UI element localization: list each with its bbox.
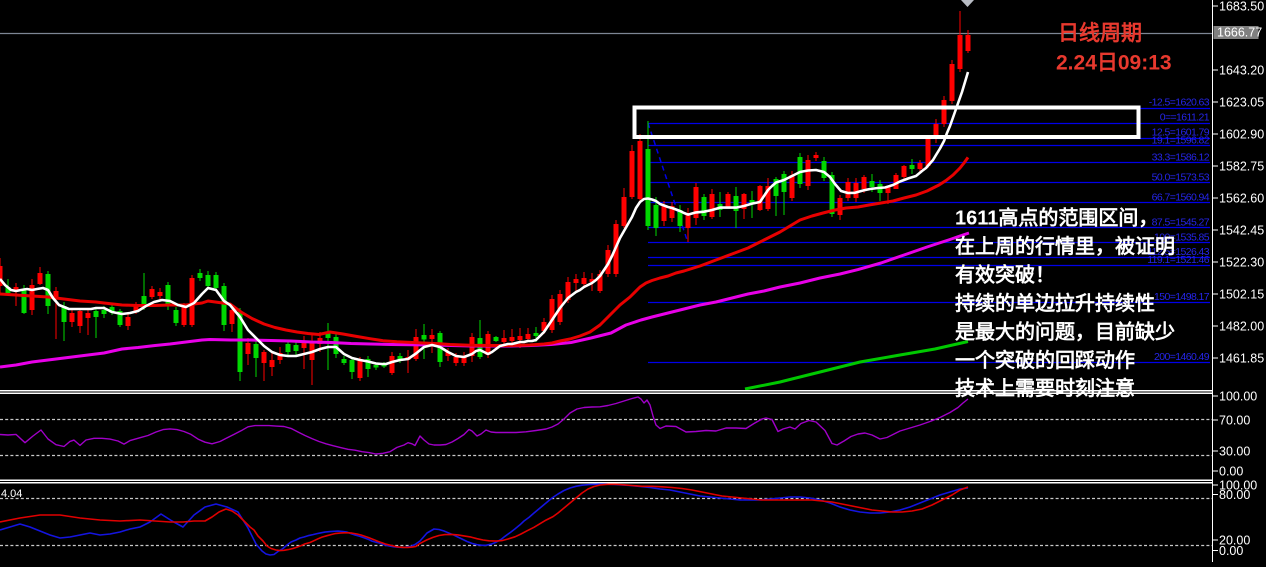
- svg-text:在上周的行情里，被证明: 在上周的行情里，被证明: [955, 234, 1175, 258]
- svg-text:50.0=1573.53: 50.0=1573.53: [1152, 171, 1210, 183]
- svg-text:1502.15: 1502.15: [1219, 288, 1264, 302]
- svg-text:4.04: 4.04: [1, 488, 22, 500]
- svg-text:19.1=1596.82: 19.1=1596.82: [1152, 134, 1210, 146]
- svg-text:20.00: 20.00: [1219, 534, 1250, 548]
- svg-text:1643.20: 1643.20: [1219, 64, 1264, 78]
- svg-text:100=1535.85: 100=1535.85: [1154, 231, 1210, 243]
- svg-text:1611高点的范围区间，: 1611高点的范围区间，: [955, 206, 1158, 230]
- svg-text:1461.85: 1461.85: [1219, 352, 1264, 366]
- svg-text:200=1460.49: 200=1460.49: [1154, 351, 1210, 363]
- svg-text:33.3=1586.12: 33.3=1586.12: [1152, 151, 1210, 163]
- svg-text:1623.05: 1623.05: [1219, 96, 1264, 110]
- svg-text:1522.30: 1522.30: [1219, 256, 1264, 270]
- svg-text:0.00: 0.00: [1219, 544, 1243, 558]
- svg-text:100.00: 100.00: [1219, 390, 1257, 404]
- svg-text:1482.00: 1482.00: [1219, 320, 1264, 334]
- svg-text:66.7=1560.94: 66.7=1560.94: [1152, 191, 1210, 203]
- svg-text:1542.45: 1542.45: [1219, 224, 1264, 238]
- svg-text:持续的单边拉升持续性: 持续的单边拉升持续性: [955, 291, 1155, 315]
- svg-text:12.5=1601.79: 12.5=1601.79: [1152, 127, 1210, 139]
- svg-text:150=1498.17: 150=1498.17: [1154, 291, 1210, 303]
- svg-text:80.00: 80.00: [1219, 488, 1250, 502]
- svg-text:1582.75: 1582.75: [1219, 160, 1264, 174]
- svg-text:2.24日09:13: 2.24日09:13: [1056, 52, 1172, 75]
- svg-text:日线周期: 日线周期: [1058, 21, 1142, 45]
- svg-text:87.5=1545.27: 87.5=1545.27: [1152, 216, 1210, 228]
- svg-text:1602.90: 1602.90: [1219, 128, 1264, 142]
- svg-text:-12.5=1620.63: -12.5=1620.63: [1149, 97, 1210, 109]
- svg-text:0.00: 0.00: [1219, 465, 1243, 479]
- svg-text:112.5=1526.43: 112.5=1526.43: [1147, 246, 1210, 258]
- svg-text:119.1=1521.46: 119.1=1521.46: [1147, 254, 1210, 266]
- svg-text:70.00: 70.00: [1219, 414, 1250, 428]
- svg-text:技术上需要时刻注意: 技术上需要时刻注意: [955, 376, 1135, 400]
- svg-text:1562.60: 1562.60: [1219, 192, 1264, 206]
- svg-text:30.00: 30.00: [1219, 445, 1250, 459]
- svg-text:有效突破！: 有效突破！: [955, 262, 1055, 286]
- svg-text:1666.77: 1666.77: [1217, 26, 1262, 40]
- svg-text:0==1611.21: 0==1611.21: [1160, 112, 1210, 124]
- svg-text:100.00: 100.00: [1219, 479, 1257, 493]
- svg-text:一个突破的回踩动作: 一个突破的回踩动作: [955, 348, 1135, 372]
- svg-text:是最大的问题，目前缺少: 是最大的问题，目前缺少: [954, 319, 1175, 343]
- svg-text:1683.50: 1683.50: [1219, 0, 1264, 14]
